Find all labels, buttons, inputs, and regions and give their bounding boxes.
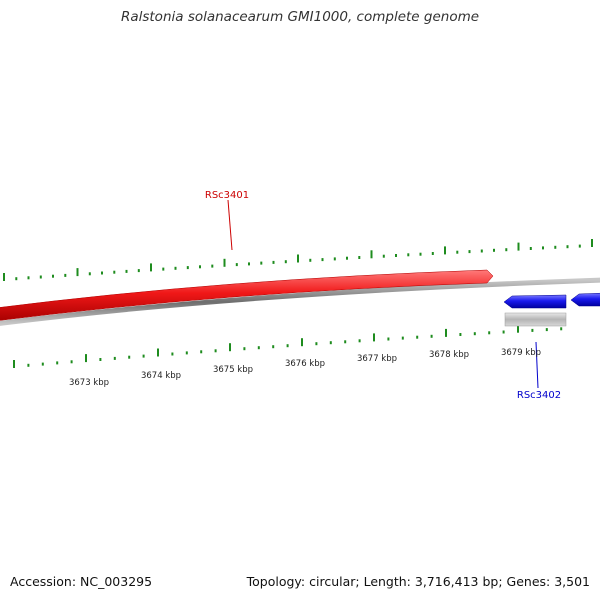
scale-label: 3678 kbp [429, 350, 469, 360]
scale-label: 3676 kbp [285, 359, 325, 369]
gene-rsc3402-arrow[interactable] [503, 294, 567, 309]
scale-label: 3673 kbp [69, 378, 109, 388]
gene-next-arrow[interactable] [570, 292, 600, 307]
label-leader-rsc3401 [227, 199, 233, 251]
label-leader-rsc3402 [535, 341, 539, 389]
outer-tick-marks [3, 239, 593, 281]
scale-labels: 3673 kbp 3674 kbp 3675 kbp 3676 kbp 3677 kbp… [69, 348, 541, 388]
scale-label: 3675 kbp [213, 365, 253, 375]
genome-title: Ralstonia solanacearum GMI1000, complete… [120, 9, 480, 25]
scale-label: 3677 kbp [357, 354, 397, 364]
gene-feature-gray [504, 312, 567, 327]
gene-label-rsc3402[interactable]: RSc3402 [517, 390, 561, 401]
accession-text: Accession: NC_003295 [10, 574, 153, 589]
gene-rsc3401-arrow[interactable] [0, 269, 494, 321]
scale-label: 3674 kbp [141, 371, 181, 381]
scale-label: 3679 kbp [501, 348, 541, 358]
genome-backbone [0, 277, 600, 326]
gene-label-rsc3401[interactable]: RSc3401 [205, 190, 249, 201]
genome-summary-text: Topology: circular; Length: 3,716,413 bp… [246, 574, 590, 589]
inner-tick-marks [13, 324, 563, 368]
